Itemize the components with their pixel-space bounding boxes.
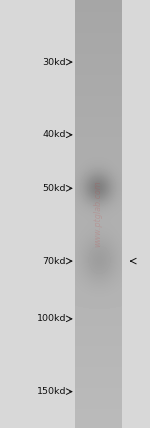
Text: 100kd: 100kd [36,314,66,324]
Text: 70kd: 70kd [42,256,66,266]
Text: 30kd: 30kd [42,57,66,67]
Text: 150kd: 150kd [36,387,66,396]
Text: www.ptglab.com: www.ptglab.com [94,181,103,247]
Text: 50kd: 50kd [42,184,66,193]
Text: 40kd: 40kd [42,130,66,140]
